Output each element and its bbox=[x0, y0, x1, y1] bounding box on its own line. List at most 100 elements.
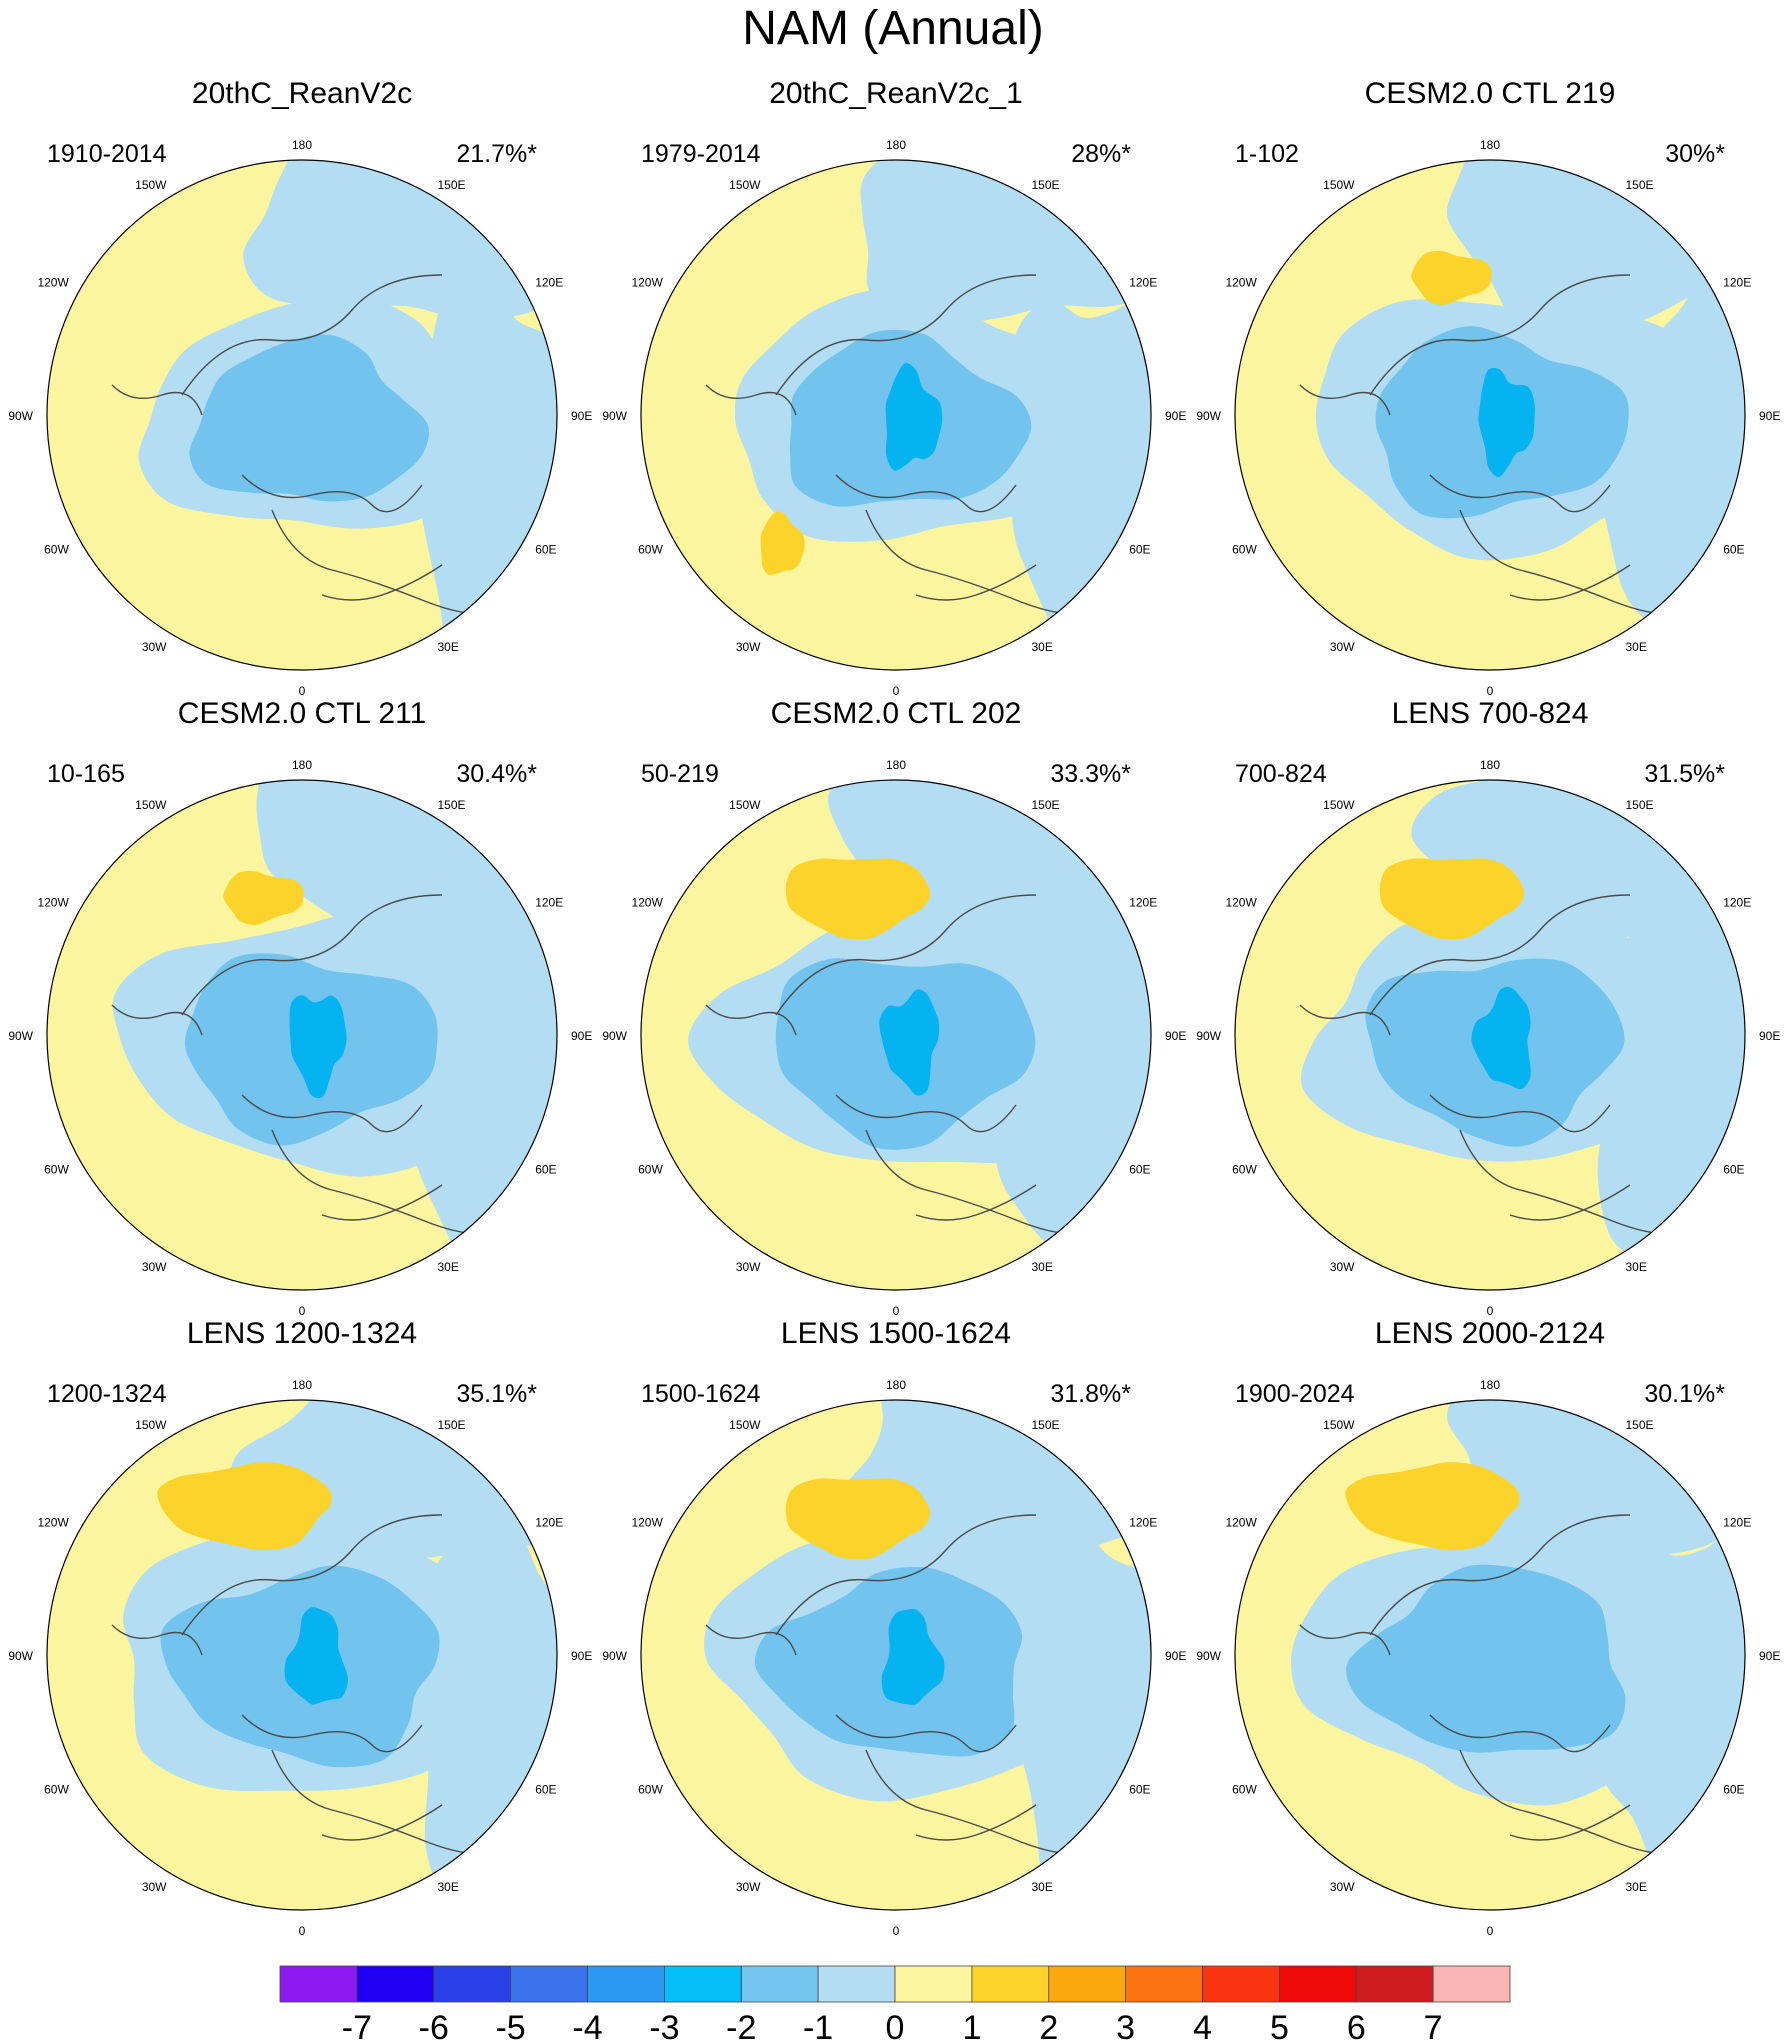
longitude-label: 150W bbox=[729, 178, 761, 192]
coastlines bbox=[705, 1514, 1087, 1855]
colorbar-label: 7 bbox=[1424, 2009, 1443, 2042]
map-panel: CESM2.0 CTL 202 50-219 33.3%* 180 150E 120E 90… bbox=[602, 697, 1186, 1318]
longitude-label: 180 bbox=[292, 1378, 312, 1392]
panel-title: LENS 1200-1324 bbox=[187, 1317, 417, 1350]
positive-anomaly bbox=[157, 1462, 332, 1551]
coastline bbox=[181, 894, 443, 1016]
longitude-label: 180 bbox=[1480, 758, 1500, 772]
longitude-label: 120E bbox=[1129, 896, 1157, 910]
longitude-label: 60E bbox=[1129, 543, 1150, 557]
coastline bbox=[915, 1804, 1037, 1841]
longitude-label: 60W bbox=[638, 1783, 663, 1797]
map-boundary bbox=[640, 1399, 1152, 1911]
coastline bbox=[1299, 1624, 1391, 1656]
panel-title: CESM2.0 CTL 211 bbox=[178, 697, 426, 730]
coastlines bbox=[1299, 274, 1681, 615]
colorbar-swatch bbox=[894, 1965, 973, 2003]
longitude-label: 30E bbox=[1032, 1260, 1053, 1274]
coastline bbox=[865, 509, 1087, 615]
colorbar-swatch bbox=[1432, 1965, 1511, 2003]
longitude-label: 30W bbox=[142, 1880, 167, 1894]
coastline bbox=[705, 1624, 797, 1656]
coastline bbox=[775, 1514, 1037, 1636]
coastline bbox=[241, 474, 423, 513]
coastline bbox=[1509, 564, 1631, 601]
longitude-label: 90E bbox=[1759, 1029, 1780, 1043]
longitude-label: 30E bbox=[1032, 640, 1053, 654]
colorbar-swatch bbox=[587, 1965, 665, 2003]
coastline bbox=[705, 384, 797, 416]
longitude-label: 90W bbox=[8, 1649, 33, 1663]
coastline bbox=[915, 564, 1037, 601]
colorbar-label: -6 bbox=[419, 2009, 449, 2042]
longitude-label: 120W bbox=[1225, 1516, 1257, 1530]
coastline bbox=[181, 274, 443, 396]
longitude-label: 150W bbox=[1323, 178, 1355, 192]
longitude-label: 120W bbox=[1225, 896, 1257, 910]
longitude-label: 30W bbox=[736, 1880, 761, 1894]
colorbar-swatch bbox=[971, 1965, 1050, 2003]
longitude-label: 60W bbox=[44, 1783, 69, 1797]
colorbar-label: -5 bbox=[495, 2009, 525, 2042]
panel-title: 20thC_ReanV2c_1 bbox=[769, 77, 1023, 110]
longitude-label: 120E bbox=[1129, 1516, 1157, 1530]
longitude-label: 150W bbox=[729, 1418, 761, 1432]
coastline bbox=[1509, 1184, 1631, 1221]
panel-title: LENS 700-824 bbox=[1392, 697, 1589, 730]
longitude-label: 120E bbox=[535, 1516, 563, 1530]
longitude-label: 180 bbox=[886, 1378, 906, 1392]
coastline bbox=[241, 1094, 423, 1133]
colorbar-swatch bbox=[279, 1965, 358, 2003]
positive-anomaly bbox=[785, 858, 931, 940]
coastline bbox=[111, 1004, 203, 1036]
longitude-label: 180 bbox=[886, 138, 906, 152]
map-boundary bbox=[46, 779, 558, 1291]
longitude-label: 120E bbox=[1723, 896, 1751, 910]
coastline bbox=[271, 1749, 493, 1855]
map-boundary bbox=[640, 159, 1152, 671]
longitude-label: 30E bbox=[438, 1880, 459, 1894]
longitude-label: 120W bbox=[631, 896, 663, 910]
longitude-label: 150E bbox=[438, 178, 466, 192]
longitude-label: 60W bbox=[44, 543, 69, 557]
negative-center bbox=[1471, 986, 1531, 1090]
longitude-label: 60W bbox=[1232, 1163, 1257, 1177]
panel-years: 1979-2014 bbox=[641, 140, 761, 168]
colorbar: -7 -6 -5 -4 -3 -2 -1 0 1 2 3 4 5 6 7 bbox=[279, 1965, 1511, 2042]
coastline bbox=[1429, 474, 1611, 513]
longitude-label: 150W bbox=[135, 1418, 167, 1432]
longitude-label: 90W bbox=[1196, 1029, 1221, 1043]
longitude-label: 90W bbox=[602, 1649, 627, 1663]
coastline bbox=[321, 564, 443, 601]
coastlines bbox=[111, 894, 493, 1235]
longitude-label: 60E bbox=[535, 543, 556, 557]
panels-grid: 20thC_ReanV2c 1910-2014 21.7%* 180 150E 120E 9… bbox=[8, 77, 1780, 1938]
coastlines bbox=[705, 894, 1087, 1235]
longitude-label: 0 bbox=[1487, 1924, 1494, 1938]
panel-explained-variance: 30%* bbox=[1665, 140, 1725, 168]
longitude-label: 90W bbox=[602, 1029, 627, 1043]
longitude-label: 150E bbox=[1032, 178, 1060, 192]
longitude-label: 90E bbox=[1165, 409, 1186, 423]
colorbar-swatch bbox=[433, 1965, 512, 2003]
negative-core bbox=[1346, 1564, 1626, 1753]
colorbar-label: -1 bbox=[803, 2009, 833, 2042]
map-boundary bbox=[46, 1399, 558, 1911]
negative-region bbox=[243, 160, 557, 319]
colorbar-swatch bbox=[1355, 1965, 1434, 2003]
longitude-label: 150W bbox=[135, 178, 167, 192]
longitude-label: 90E bbox=[1759, 409, 1780, 423]
longitude-label: 120W bbox=[37, 276, 69, 290]
longitude-label: 120W bbox=[1225, 276, 1257, 290]
coastlines bbox=[111, 1514, 493, 1855]
longitude-label: 60W bbox=[638, 1163, 663, 1177]
panel-explained-variance: 30.4%* bbox=[456, 760, 537, 788]
longitude-label: 0 bbox=[1487, 684, 1494, 698]
longitude-label: 30W bbox=[142, 640, 167, 654]
colorbar-label: -3 bbox=[649, 2009, 679, 2042]
map-boundary bbox=[1234, 159, 1746, 671]
negative-center bbox=[885, 363, 943, 471]
negative-center bbox=[879, 989, 940, 1096]
panel-title: LENS 1500-1624 bbox=[781, 1317, 1011, 1350]
coastline bbox=[1299, 1004, 1391, 1036]
